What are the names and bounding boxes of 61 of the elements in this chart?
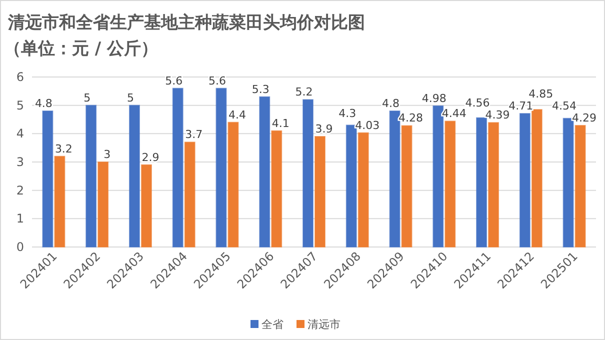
- y-tick-label: 0: [16, 240, 24, 254]
- data-label: 4.71: [508, 100, 534, 113]
- bar: [271, 130, 282, 248]
- data-label: 4.8: [34, 97, 52, 110]
- bar: [54, 156, 66, 248]
- data-label: 5.2: [295, 86, 313, 99]
- y-tick-label: 4: [16, 126, 24, 141]
- chart-title: 清远市和全省生产基地主种蔬菜田头均价对比图: [7, 13, 365, 33]
- data-label: 3: [104, 148, 111, 161]
- data-label: 5: [84, 91, 91, 104]
- bar: [140, 164, 152, 248]
- data-label: 3.7: [185, 128, 203, 142]
- data-label: 4.29: [572, 111, 597, 124]
- data-label: 4.4: [228, 108, 246, 122]
- bar: [98, 162, 109, 248]
- legend-label: 清远市: [308, 318, 340, 331]
- data-label: 5.3: [252, 82, 270, 96]
- bar: [302, 99, 314, 248]
- data-label: 4.8: [382, 97, 400, 110]
- bar: [432, 105, 444, 248]
- bar: [86, 104, 97, 248]
- bar: [216, 88, 227, 248]
- bar: [444, 120, 456, 248]
- bar: [228, 122, 239, 248]
- y-tick-label: 2: [16, 183, 24, 198]
- bar: [519, 113, 530, 248]
- data-label: 4.85: [528, 88, 554, 101]
- y-tick-label: 6: [16, 70, 24, 84]
- legend-label: 全省: [262, 318, 284, 331]
- chart-subtitle: （单位：元 / 公斤）: [4, 39, 158, 59]
- data-label: 5.6: [165, 74, 183, 88]
- data-label: 5.6: [208, 74, 226, 88]
- y-tick-label: 3: [16, 155, 24, 169]
- bar: [172, 88, 184, 248]
- bar: [314, 136, 326, 248]
- bar: [574, 124, 586, 248]
- data-label: 4.56: [465, 96, 490, 110]
- y-tick-label: 5: [16, 98, 24, 112]
- data-label: 4.1: [272, 116, 290, 130]
- bar: [42, 110, 54, 248]
- bar: [358, 132, 369, 248]
- data-label: 2.9: [142, 150, 160, 164]
- bar: [389, 110, 400, 248]
- bar: [259, 96, 270, 248]
- bar: [562, 118, 574, 248]
- data-label: 4.54: [552, 99, 577, 112]
- bar: [476, 117, 488, 248]
- data-label: 4.03: [355, 118, 380, 132]
- data-label: 3.9: [315, 122, 333, 136]
- bar: [184, 142, 196, 248]
- bar: [531, 109, 542, 248]
- bar: [401, 125, 412, 248]
- data-label: 4.39: [485, 108, 510, 122]
- data-label: 5: [126, 91, 134, 104]
- y-tick-label: 1: [16, 212, 24, 226]
- bar: [128, 104, 140, 248]
- data-label: 4.3: [338, 106, 356, 120]
- bar: [346, 124, 357, 248]
- bar: [488, 122, 500, 248]
- data-label: 4.98: [422, 92, 446, 105]
- data-label: 3.2: [54, 142, 72, 156]
